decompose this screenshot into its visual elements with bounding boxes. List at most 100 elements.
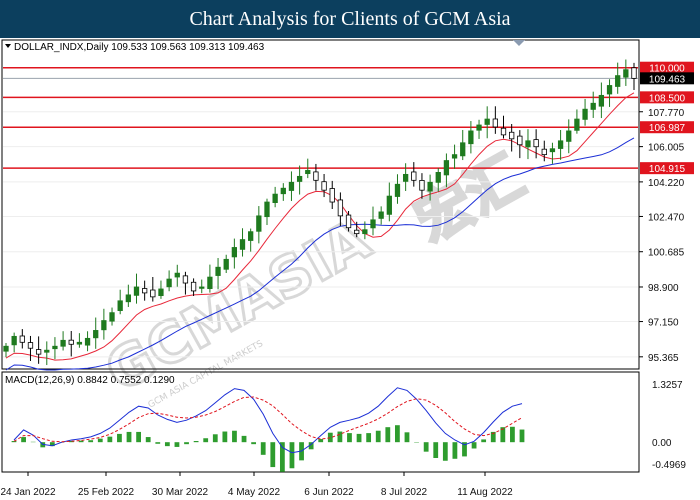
y-tick-label: 98.900	[648, 283, 679, 294]
candle-body	[52, 345, 58, 350]
macd-line	[13, 387, 523, 454]
candle-body	[606, 85, 613, 95]
candle	[296, 165, 303, 195]
level-price-label: 106.987	[649, 123, 686, 134]
candle-body	[370, 219, 376, 229]
candle	[451, 144, 458, 169]
candle	[150, 276, 156, 302]
candle	[199, 279, 205, 294]
candle-body	[158, 288, 164, 297]
candle-body	[142, 288, 148, 294]
candle-body	[451, 154, 458, 159]
macd-signal-line	[13, 396, 523, 443]
y-tick-label: 95.365	[648, 353, 679, 364]
current-price-tag	[640, 72, 694, 85]
moving-averages	[5, 92, 635, 371]
candle-body	[443, 160, 450, 176]
candle-body	[411, 171, 417, 181]
candle-body	[133, 286, 140, 296]
chart-svg: GCMASIA 宏汇 GCM ASIA CAPITAL MARKETS DOLL…	[0, 39, 694, 498]
candle	[52, 337, 58, 360]
candle	[362, 221, 368, 240]
x-tick-label: 11 Aug 2022	[457, 487, 513, 498]
candle	[239, 228, 246, 257]
candle-body	[549, 148, 556, 153]
price-grid	[3, 111, 638, 358]
candle-body	[557, 140, 564, 149]
candle-body	[223, 258, 229, 270]
current-price-label: 109.463	[649, 74, 686, 85]
candle	[93, 317, 99, 349]
candle-body	[288, 181, 295, 191]
candle-body	[509, 131, 515, 140]
candle	[19, 329, 25, 349]
candle	[476, 119, 482, 139]
candle	[566, 119, 572, 154]
candle-body	[566, 130, 572, 142]
collapse-triangle-icon[interactable]	[5, 44, 11, 48]
candle-body	[239, 239, 246, 250]
watermark: GCMASIA 宏汇 GCM ASIA CAPITAL MARKETS	[94, 143, 536, 411]
candle-body	[321, 181, 327, 191]
candle	[60, 331, 66, 351]
candle-body	[378, 211, 384, 219]
candle-body	[215, 266, 221, 276]
level-price-tag	[640, 162, 694, 175]
candlesticks	[3, 59, 637, 366]
level-price-tag	[640, 91, 694, 104]
candle	[419, 173, 425, 199]
chart-frame: GCMASIA 宏汇 GCM ASIA CAPITAL MARKETS DOLL…	[0, 38, 700, 500]
candle-body	[207, 276, 213, 289]
macd-y-tick-label: 1.3257	[652, 380, 683, 391]
candle	[345, 211, 352, 232]
candle	[27, 335, 34, 361]
candle-body	[468, 130, 474, 145]
candle-body	[93, 330, 99, 339]
candle	[549, 142, 556, 164]
candle-body	[231, 247, 238, 258]
candle-body	[305, 170, 311, 175]
candle	[109, 307, 115, 326]
candle	[443, 153, 450, 188]
y-tick-label: 100.685	[648, 248, 685, 259]
candle	[264, 198, 270, 226]
candle	[533, 129, 539, 159]
candle	[174, 264, 180, 287]
y-tick-label: 104.220	[648, 178, 685, 189]
level-price-label: 108.500	[649, 93, 686, 104]
candle	[615, 62, 621, 94]
candle-body	[484, 118, 490, 125]
candle-body	[362, 229, 368, 235]
price-panel-border	[1, 39, 640, 370]
candle-body	[150, 289, 156, 298]
candle-body	[125, 294, 131, 303]
candle-body	[280, 187, 286, 195]
candle-body	[190, 281, 197, 292]
candle-body	[337, 199, 344, 217]
candle	[256, 206, 262, 244]
candle-body	[517, 135, 523, 146]
candle-body	[44, 349, 50, 353]
candle	[631, 62, 637, 90]
candle	[427, 174, 433, 201]
candle	[231, 238, 238, 269]
candle-body	[264, 201, 270, 218]
candle-body	[3, 345, 9, 352]
candle-body	[117, 300, 123, 311]
candle	[313, 163, 319, 191]
macd-y-tick-label: 0.00	[652, 438, 672, 449]
candle	[500, 115, 507, 139]
candle	[492, 106, 498, 134]
candle-body	[109, 312, 115, 322]
level-price-label: 110.000	[649, 64, 685, 75]
candle	[509, 124, 515, 152]
shift-marker-icon[interactable]	[513, 40, 525, 46]
macd-y-tick-label: -0.4969	[652, 460, 686, 471]
candle	[590, 91, 596, 118]
level-price-tag	[640, 61, 694, 74]
time-axis: 24 Jan 2022 25 Feb 2022 30 Mar 2022 4 May 2…	[0, 472, 513, 498]
candle	[402, 163, 409, 191]
candle	[125, 284, 131, 307]
candle-body	[76, 341, 83, 345]
ma-fast-line	[5, 92, 635, 361]
